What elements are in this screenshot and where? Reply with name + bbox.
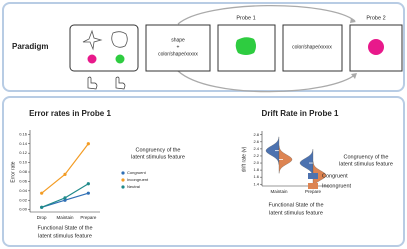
y-tick-label: 2.0 — [253, 160, 259, 165]
data-point — [40, 192, 43, 195]
y-axis-label: drift rate (v) — [241, 146, 247, 172]
legend-marker — [121, 171, 124, 174]
chart-title: Drift Rate in Probe 1 — [262, 109, 339, 118]
pink-circle — [368, 39, 384, 55]
y-tick-label: 2.6 — [253, 139, 259, 144]
chart-title: Error rates in Probe 1 — [29, 109, 111, 118]
legend-title: Congruency of the — [344, 154, 389, 160]
y-tick-label: 0.00 — [19, 207, 28, 212]
green-blob — [236, 37, 256, 55]
y-tick-label: 0.14 — [19, 141, 28, 146]
cue-text: color/shape/xxxxx — [158, 51, 198, 57]
legend-marker — [121, 185, 124, 188]
data-point — [87, 142, 90, 145]
x-axis-label: latent stimulus feature — [269, 210, 323, 216]
y-tick-label: 1.4 — [253, 181, 259, 186]
y-tick-label: 2.8 — [253, 132, 259, 137]
x-tick-label: Prepare — [305, 189, 322, 194]
x-axis-label: Functional State of the — [37, 225, 92, 231]
legend-swatch — [308, 173, 318, 179]
y-tick-label: 0.02 — [19, 197, 28, 202]
y-tick-label: 0.10 — [19, 160, 28, 165]
y-axis-label: Error rate — [10, 161, 16, 182]
legend-title: latent stimulus feature — [131, 154, 185, 160]
probe-label: Probe 2 — [366, 15, 385, 21]
x-tick-label: Drop — [37, 215, 47, 220]
data-point — [87, 192, 90, 195]
y-tick-label: 0.12 — [19, 150, 28, 155]
y-tick-label: 1.8 — [253, 167, 259, 172]
legend-title: latent stimulus feature — [339, 161, 393, 167]
probe-label: Probe 1 — [236, 15, 255, 21]
data-point — [63, 196, 66, 199]
y-tick-label: 2.2 — [253, 153, 259, 158]
y-tick-label: 0.06 — [19, 178, 28, 183]
y-tick-label: 0.08 — [19, 169, 28, 174]
x-axis-label: latent stimulus feature — [38, 233, 92, 239]
green-circle — [116, 55, 125, 64]
x-tick-label: Maintain — [270, 189, 288, 194]
data-point — [40, 206, 43, 209]
delay-text: color/shape/xxxxx — [292, 44, 332, 50]
stimulus-box — [70, 25, 138, 71]
cue-text: shape — [171, 37, 185, 43]
legend-label: Incongruent — [322, 183, 352, 189]
paradigm-label: Paradigm — [12, 42, 48, 51]
x-tick-label: Maintain — [56, 215, 74, 220]
legend-label: Neutral — [127, 184, 140, 189]
legend-label: Incongruent — [127, 177, 149, 182]
y-tick-label: 2.4 — [253, 146, 259, 151]
pink-circle — [88, 55, 97, 64]
data-point — [63, 173, 66, 176]
legend-marker — [121, 178, 124, 181]
legend-title: Congruency of the — [136, 147, 181, 153]
figure: Paradigm shape + color/shape/xxxxx Probe… — [0, 0, 407, 249]
y-tick-label: 1.6 — [253, 174, 259, 179]
legend-label: Congruent — [127, 170, 147, 175]
legend-swatch — [308, 183, 318, 189]
x-tick-label: Prepare — [80, 215, 97, 220]
cue-text: + — [177, 44, 180, 50]
results-panel — [3, 97, 404, 246]
y-tick-label: 0.16 — [19, 131, 28, 136]
x-axis-label: Functional State of the — [268, 202, 323, 208]
y-tick-label: 0.04 — [19, 188, 28, 193]
legend-label: Congruent — [322, 173, 348, 179]
data-point — [87, 182, 90, 185]
